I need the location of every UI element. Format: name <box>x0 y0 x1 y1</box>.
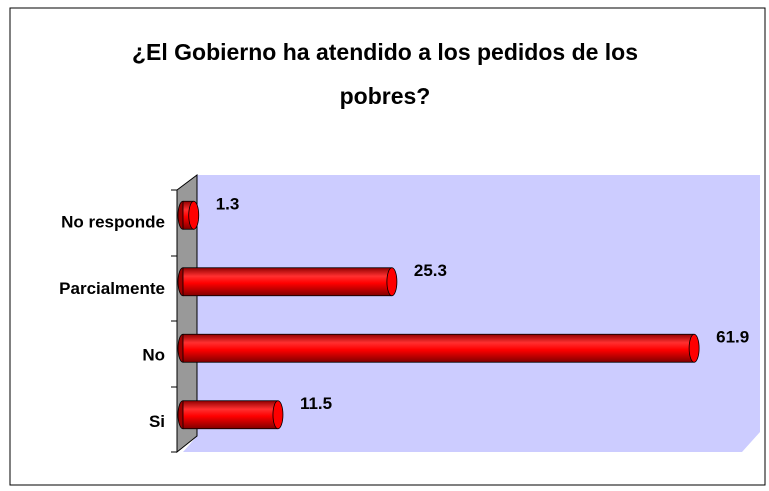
bar <box>182 267 393 297</box>
data-label: 11.5 <box>300 394 332 413</box>
bar-end-cap <box>272 400 284 430</box>
y-tick-label: No responde <box>61 213 165 232</box>
y-tick-label: Si <box>149 412 165 431</box>
bar <box>182 333 695 363</box>
chart-title: ¿El Gobierno ha atendido a los pedidos d… <box>131 39 639 109</box>
data-label: 61.9 <box>716 328 749 347</box>
y-tick-label: Parcialmente <box>59 279 165 298</box>
bar <box>182 400 279 430</box>
side-wall <box>176 174 198 454</box>
data-label: 25.3 <box>414 261 447 280</box>
data-label: 1.3 <box>216 195 240 214</box>
bar-end-cap <box>688 333 700 363</box>
plot-back-wall <box>183 175 760 452</box>
bar-end-cap <box>386 267 398 297</box>
bar-end-cap <box>188 200 200 230</box>
y-tick-label: No <box>142 346 165 365</box>
category-ticks <box>171 189 177 453</box>
